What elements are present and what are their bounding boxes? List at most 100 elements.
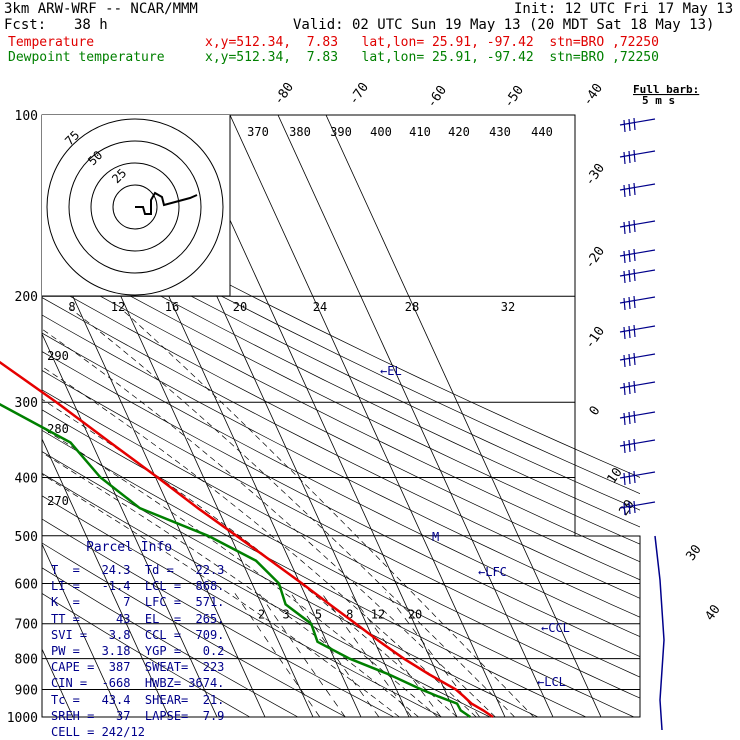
theta-label-left: 280 (47, 422, 69, 436)
pressure-tick-label: 500 (15, 530, 38, 545)
dry-adiabat-line (42, 230, 640, 528)
isotherm-line (42, 543, 122, 717)
ccl-marker: ←CCL (541, 621, 570, 635)
dry-adiabat-line (42, 184, 640, 478)
dry-adiabat-line (42, 567, 299, 717)
parcel-info-table: T = 24.3 Td = 22.3 LI = -1.4 LCL = 868. … (51, 563, 225, 740)
dry-adiabat-line (42, 593, 251, 717)
speed-scale-label: 16 (165, 300, 179, 314)
wind-barb (619, 500, 656, 516)
wind-barb (619, 268, 656, 284)
dry-adiabat-line (42, 542, 347, 717)
moist-adiabat-line (121, 308, 535, 717)
wind-barb-lower-trace (654, 535, 665, 731)
hodograph-background (42, 115, 230, 296)
hodograph-ring (46, 118, 224, 296)
barb-key-units: 5 m s (642, 94, 675, 107)
pressure-tick-label: 1000 (7, 711, 38, 726)
isotherm-line (42, 332, 218, 717)
isotherm-label: -60 (424, 83, 450, 111)
pressure-tick-label: 900 (15, 683, 38, 698)
wind-barb (619, 182, 656, 198)
dry-adiabat-line (42, 332, 640, 638)
dry-adiabat-line (42, 351, 640, 658)
dry-adiabat-line (42, 215, 640, 511)
theta-label: 380 (289, 125, 311, 139)
dry-adiabat-line (42, 409, 635, 717)
temperature-line (0, 360, 494, 719)
dry-adiabat-line (42, 370, 640, 678)
dry-adiabat-line (42, 495, 443, 717)
dry-adiabat-line (42, 518, 395, 717)
dry-adiabat-line (42, 199, 640, 495)
dewpoint-legend: Dewpoint temperature (8, 50, 165, 65)
mixing-ratio-line (233, 591, 321, 717)
wind-barb (619, 352, 656, 368)
temperature-info: x,y=512.34, 7.83 lat,lon= 25.91, -97.42 … (205, 35, 659, 50)
speed-scale-label: 28 (405, 300, 419, 314)
m-marker: M (432, 530, 439, 544)
wind-barb (619, 410, 656, 426)
lcl-marker: ←LCL (537, 675, 566, 689)
pressure-tick-label: 400 (15, 471, 38, 486)
barb-key-title: Full barb: (633, 83, 699, 96)
theta-label: 420 (448, 125, 470, 139)
theta-label: 390 (330, 125, 352, 139)
hodograph-ring (90, 162, 180, 252)
pressure-tick-label: 800 (15, 653, 38, 668)
pressure-tick-label: 100 (15, 109, 38, 124)
dry-adiabat-line (42, 472, 491, 717)
parcel-info-title: Parcel Info (86, 540, 173, 555)
isotherm-line (229, 115, 506, 717)
dry-adiabat-line (42, 451, 539, 717)
isotherm-label: -40 (580, 81, 606, 109)
theta-label: 410 (409, 125, 431, 139)
lfc-marker: ←LFC (478, 565, 507, 579)
wind-barb (619, 219, 656, 235)
isotherm-label: -50 (501, 83, 527, 111)
moist-adiabat-line (42, 427, 439, 717)
theta-label: 370 (247, 125, 269, 139)
theta-label-left: 270 (47, 494, 69, 508)
isotherm-label: 30 (683, 542, 704, 563)
speed-scale-label: 20 (233, 300, 247, 314)
theta-label-left: 290 (47, 349, 69, 363)
speed-scale-label: 12 (111, 300, 125, 314)
wind-barb (619, 248, 656, 264)
dry-adiabat-line (42, 297, 640, 599)
isotherm-label: -70 (346, 80, 372, 108)
mixing-ratio-line (257, 591, 346, 717)
isotherm-label: -80 (271, 80, 297, 108)
mixing-ratio-lines (233, 591, 480, 717)
wind-barb (619, 117, 656, 133)
mixing-ratio-line (348, 591, 442, 717)
mixing-ratio-label: 3 (283, 608, 290, 622)
mixing-ratio-label: 20 (408, 608, 422, 622)
mixing-ratio-line (385, 591, 480, 717)
dry-adiabats (42, 184, 640, 717)
fcst-label: Fcst: (4, 17, 47, 33)
valid-time: Valid: 02 UTC Sun 19 May 13 (20 MDT Sat … (293, 17, 715, 33)
moist-adiabat-line (42, 366, 477, 717)
moist-adiabat-line (42, 328, 496, 717)
model-title: 3km ARW-WRF -- NCAR/MMM (4, 1, 198, 17)
wind-barb (619, 149, 656, 165)
theta-label: 440 (531, 125, 553, 139)
moist-adiabat-line (42, 473, 400, 717)
hodograph-trace (135, 191, 198, 215)
pressure-tick-label: 300 (15, 396, 38, 411)
speed-scale-label: 8 (68, 300, 75, 314)
mixing-ratio-line (289, 591, 380, 717)
init-time: Init: 12 UTC Fri 17 May 13 (514, 1, 734, 17)
isotherm-line (277, 115, 554, 717)
isotherm-label: -10 (582, 324, 608, 352)
mixing-ratio-label: 5 (315, 608, 322, 622)
dewpoint-info: x,y=512.34, 7.83 lat,lon= 25.91, -97.42 … (205, 50, 659, 65)
hodograph-ring (68, 140, 202, 274)
mixing-ratio-label: 12 (371, 608, 385, 622)
dewpoint-line (0, 402, 472, 719)
dry-adiabat-line (42, 246, 640, 545)
isotherm-label: 0 (587, 403, 604, 418)
